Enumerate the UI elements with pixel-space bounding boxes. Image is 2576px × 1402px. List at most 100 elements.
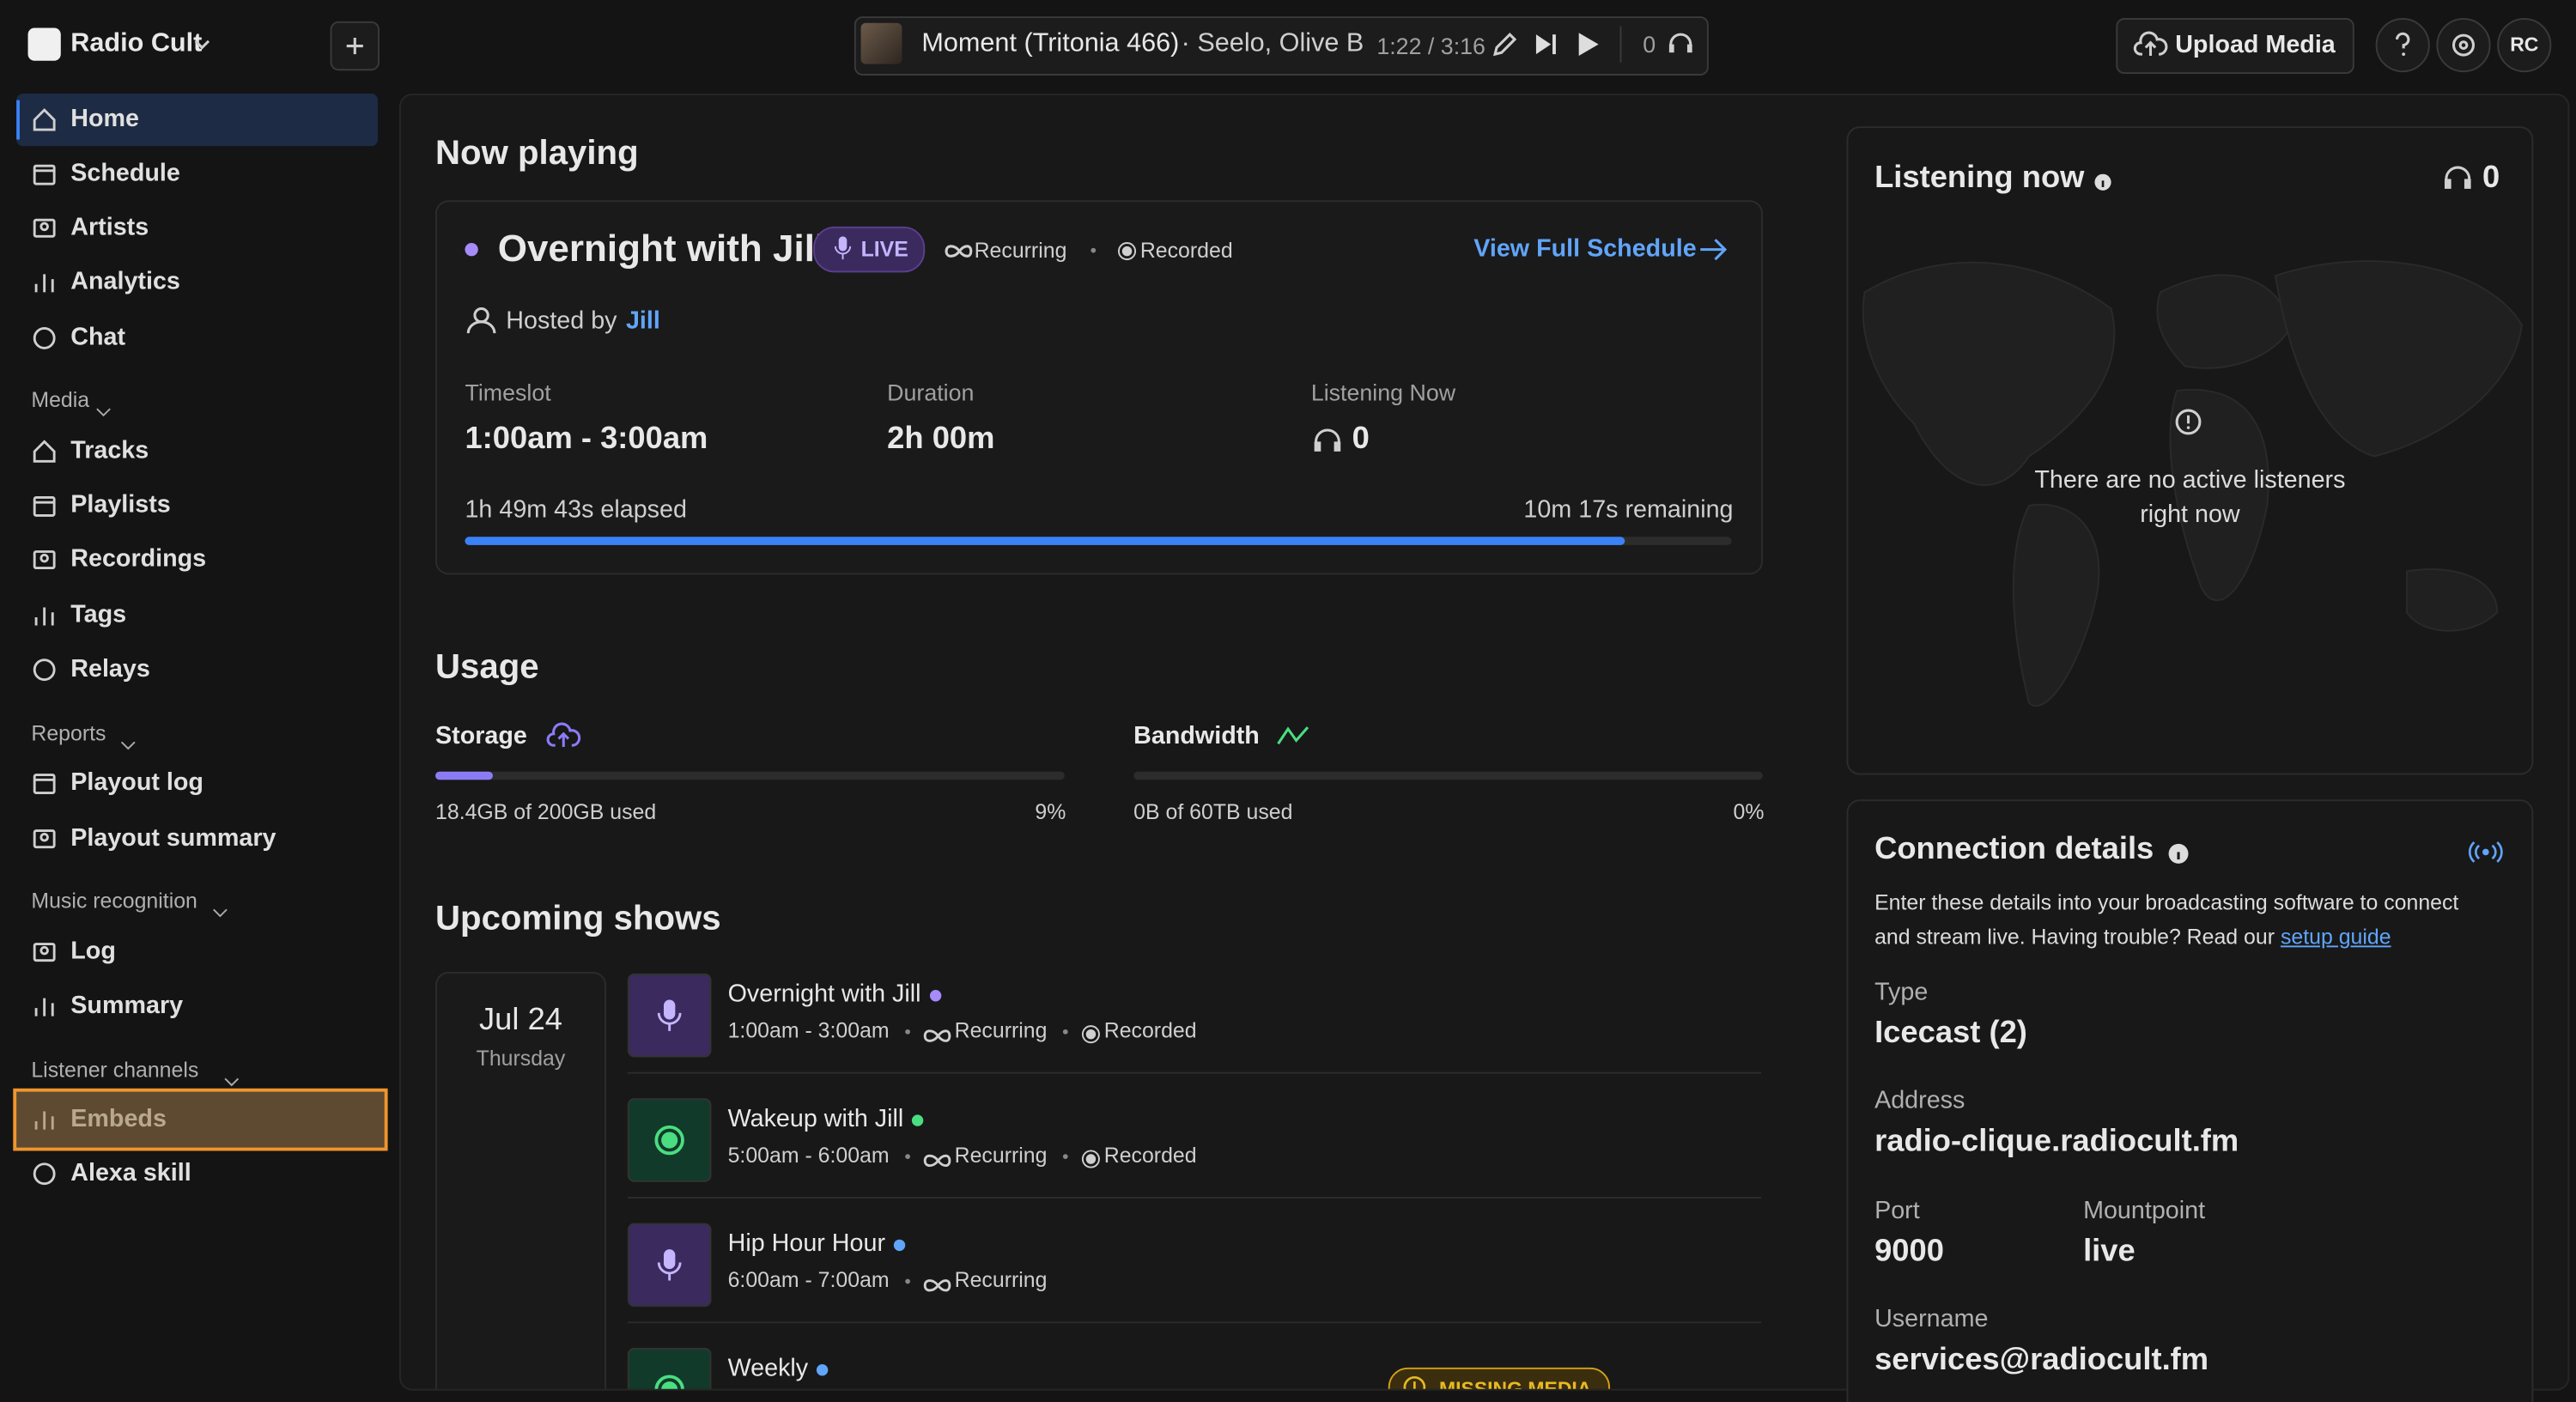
active-indicator xyxy=(16,100,20,140)
nav-item[interactable]: Summary xyxy=(70,991,184,1020)
icon xyxy=(31,826,58,853)
tag-icon xyxy=(1081,1023,1110,1044)
live-badge xyxy=(813,226,926,273)
chevron xyxy=(223,1065,240,1087)
skip-button[interactable] xyxy=(1534,33,1558,56)
highlighted-item xyxy=(13,1088,388,1151)
edit-icon[interactable] xyxy=(1492,31,1518,58)
show-dot xyxy=(929,990,942,1002)
schedule-link[interactable]: View Full Schedule xyxy=(1473,234,1697,263)
nav-item[interactable]: Tracks xyxy=(70,436,149,465)
hosted-by: Hosted by xyxy=(506,306,617,336)
nav-item[interactable]: Tags xyxy=(70,600,127,629)
nav-item[interactable]: Analytics xyxy=(70,267,180,296)
empty-message: There are no active listeners right now xyxy=(2034,466,2346,529)
connection-card: Connection details Enter these details i… xyxy=(1846,799,2534,1402)
meter-fill xyxy=(435,771,493,780)
date-box: Jul 24 Thursday xyxy=(435,972,607,1389)
field-label: Username xyxy=(1874,1305,1989,1333)
stat-value: 0 xyxy=(1352,422,1370,457)
help-button[interactable] xyxy=(2375,18,2430,73)
section-label[interactable]: Media xyxy=(31,387,90,412)
show-name[interactable]: Wakeup with Jill xyxy=(727,1104,904,1133)
show-name[interactable]: Overnight with Jill xyxy=(727,980,921,1009)
show-dot xyxy=(911,1114,924,1126)
row-divider xyxy=(627,1071,1762,1074)
nav-item[interactable]: Relays xyxy=(70,654,150,683)
track-time: 1:22 / 3:16 xyxy=(1376,33,1485,59)
tag-icon xyxy=(923,1148,952,1168)
info-icon[interactable] xyxy=(2094,173,2111,191)
world-map xyxy=(1862,260,2523,707)
nav-item[interactable]: Alexa skill xyxy=(70,1159,191,1187)
field-value: services@radiocult.fm xyxy=(1874,1343,2209,1378)
show-name[interactable]: Hip Hour Hour xyxy=(727,1229,886,1258)
date: Jul 24 xyxy=(478,1003,563,1038)
connection-description: Enter these details into your broadcasti… xyxy=(1874,885,2499,954)
headphones-icon xyxy=(1668,33,1692,53)
play-button[interactable] xyxy=(1577,31,1601,58)
nav-item[interactable]: Schedule xyxy=(70,159,180,187)
show-tag: Recorded xyxy=(1103,1017,1197,1043)
listener-count: 0 xyxy=(2482,161,2500,196)
nav-item[interactable]: Home xyxy=(70,105,140,133)
cloud-icon xyxy=(546,722,581,748)
tag-icon xyxy=(923,1272,952,1292)
live-label: LIVE xyxy=(860,236,908,262)
separator xyxy=(905,1278,910,1284)
icon xyxy=(31,770,58,797)
section-label[interactable]: Listener channels xyxy=(31,1057,199,1083)
section-label[interactable]: Reports xyxy=(31,720,106,746)
show-name: Overnight with Jill xyxy=(497,226,826,270)
icon xyxy=(31,161,58,187)
nav-item[interactable]: Playlists xyxy=(70,490,171,519)
chevron xyxy=(120,729,137,750)
nav-item[interactable]: Log xyxy=(70,937,116,966)
workspace-name[interactable]: Radio Cult xyxy=(70,29,203,58)
section-heading: Usage xyxy=(435,648,539,687)
settings-button[interactable] xyxy=(2436,18,2491,73)
show-dot xyxy=(893,1239,906,1252)
meter-track xyxy=(435,771,1065,780)
meter-label: Bandwidth xyxy=(1133,722,1260,750)
avatar[interactable]: RC xyxy=(2497,18,2552,73)
nav-item[interactable]: Chat xyxy=(70,323,126,352)
show-name[interactable]: Weekly xyxy=(727,1354,809,1383)
row-divider xyxy=(627,1321,1762,1324)
now-playing-card: Overnight with Jill LIVE Recurring Recor… xyxy=(435,200,1763,575)
icon xyxy=(31,106,58,133)
meter-detail: 18.4GB of 200GB used xyxy=(435,799,657,824)
tag-icon xyxy=(923,1023,952,1042)
show-tag: Recorded xyxy=(1103,1142,1197,1168)
host-link[interactable]: Jill xyxy=(625,306,660,336)
stat-value: 1:00am - 3:00am xyxy=(465,422,708,457)
show-dot xyxy=(816,1364,829,1376)
trend-icon xyxy=(1277,726,1309,745)
nav-item[interactable]: Embeds xyxy=(70,1104,167,1133)
listening-card: Listening now 0 There are no active list… xyxy=(1846,126,2534,775)
broadcast-icon xyxy=(2468,841,2503,863)
album-art xyxy=(860,22,902,64)
info-icon[interactable] xyxy=(2168,843,2189,864)
icon xyxy=(31,939,58,966)
icon xyxy=(31,215,58,241)
section-label[interactable]: Music recognition xyxy=(31,888,197,913)
upload-label[interactable]: Upload Media xyxy=(2175,31,2336,59)
field-label: Address xyxy=(1874,1086,1965,1115)
nav-item[interactable]: Playout log xyxy=(70,768,204,797)
player xyxy=(854,16,1709,76)
nav-item[interactable]: Playout summary xyxy=(70,823,276,853)
add-button[interactable] xyxy=(330,21,380,71)
nav-item[interactable]: Artists xyxy=(70,213,149,242)
field-label: Port xyxy=(1874,1196,1920,1225)
field-value: 9000 xyxy=(1874,1234,1944,1270)
arrow-icon xyxy=(1700,239,1728,261)
setup-guide-link[interactable]: setup guide xyxy=(2280,924,2391,950)
upload-button[interactable] xyxy=(2116,18,2354,75)
show-tag: Recurring xyxy=(954,1142,1048,1168)
separator xyxy=(1062,1029,1068,1035)
nav-item[interactable]: Recordings xyxy=(70,544,207,574)
workspace-logo xyxy=(27,27,61,61)
meter-detail: 0B of 60TB used xyxy=(1133,799,1293,824)
